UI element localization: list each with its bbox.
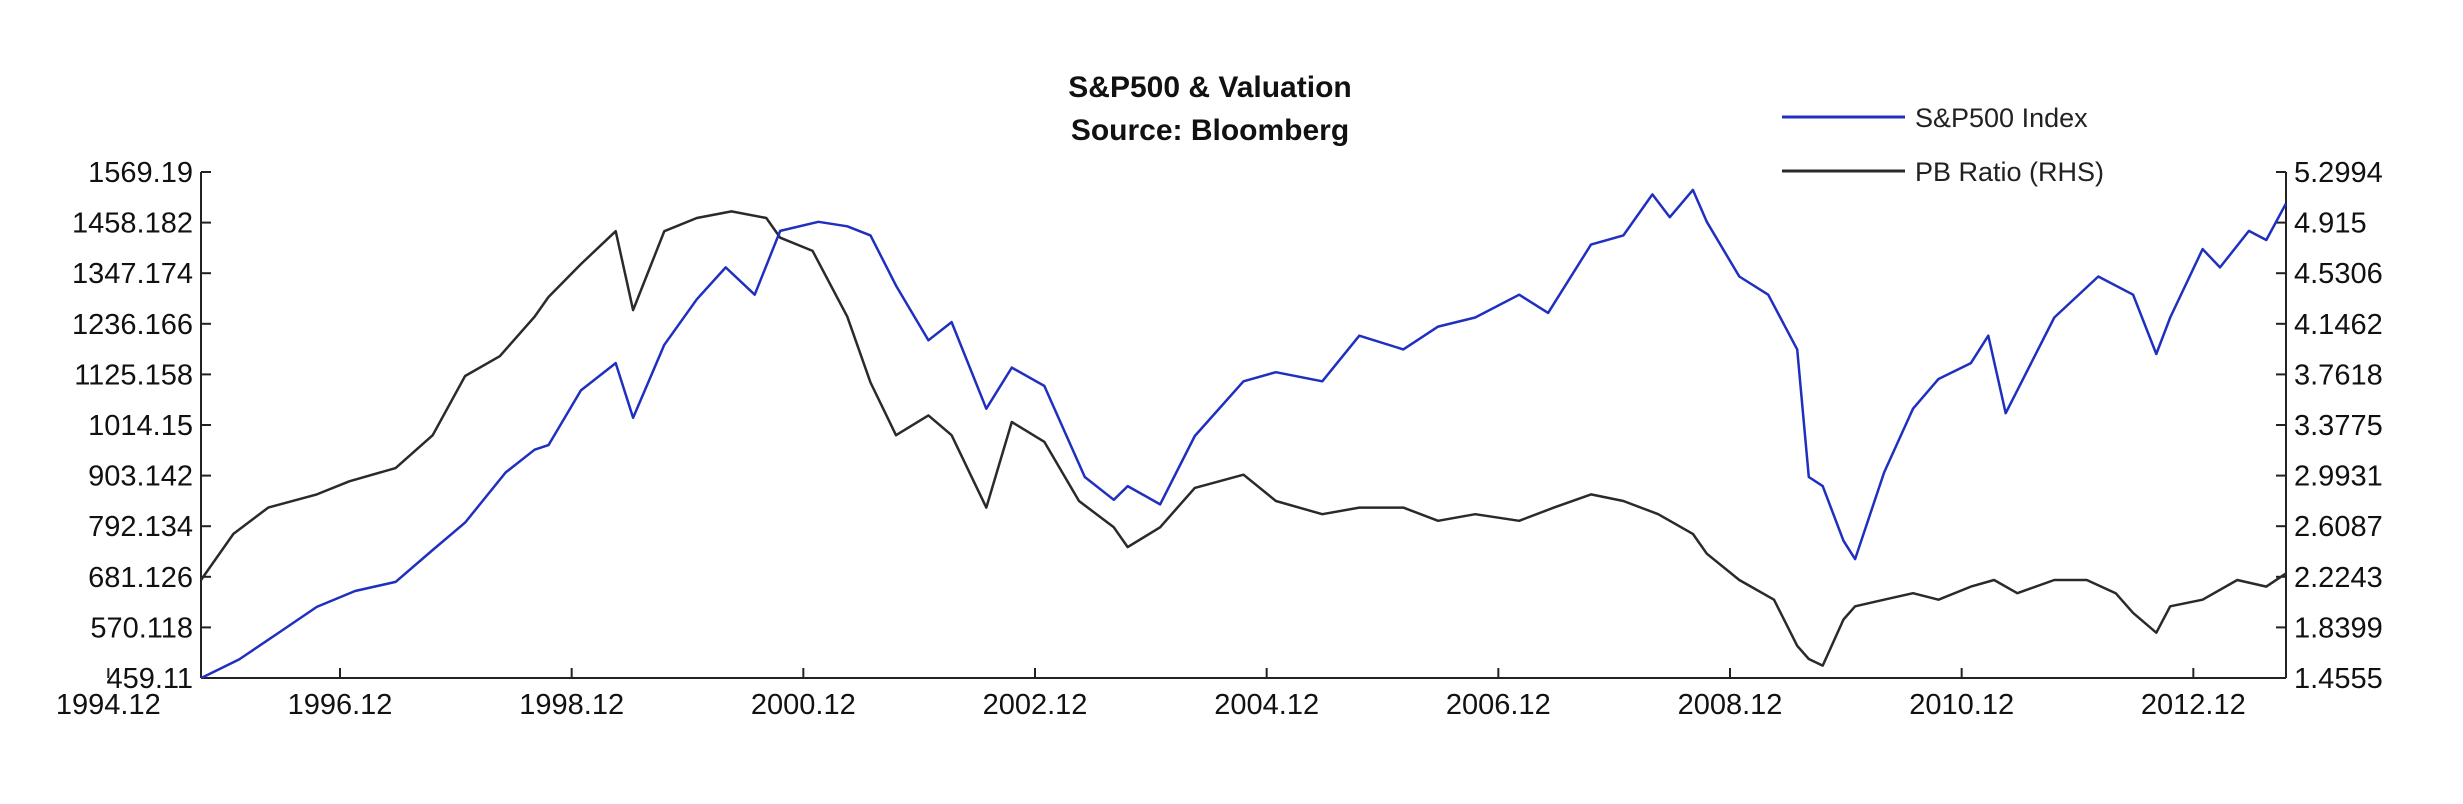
series-line-sp500 — [200, 188, 2288, 680]
left-y-tick-label: 1014.15 — [88, 410, 193, 442]
right-y-tick-label: 1.8399 — [2294, 612, 2383, 644]
right-y-tick-label: 2.6087 — [2294, 511, 2383, 543]
right-y-axis: 1.4555 1.8399 2.2243 2.6087 2.9931 3.3775 3.76… — [2276, 157, 2383, 695]
left-y-tick-label: 1125.158 — [74, 359, 193, 391]
x-tick-label: 1998.12 — [519, 689, 624, 721]
right-y-tick-label: 1.4555 — [2294, 663, 2383, 695]
right-y-tick-label: 3.7618 — [2294, 359, 2383, 391]
series-layer — [199, 188, 2288, 680]
legend-label-pb-ratio: PB Ratio (RHS) — [1915, 157, 2104, 187]
right-y-tick-label: 4.1462 — [2294, 309, 2383, 341]
x-tick-label: 2004.12 — [1214, 689, 1319, 721]
left-y-tick-label: 1236.166 — [72, 309, 193, 341]
series-line-pb-ratio — [199, 210, 2287, 667]
left-y-tick-label: 1569.19 — [88, 157, 193, 189]
x-tick-label: 2000.12 — [751, 689, 856, 721]
x-tick-label: 2006.12 — [1446, 689, 1551, 721]
right-y-tick-label: 2.2243 — [2294, 562, 2383, 594]
right-y-tick-label: 4.5306 — [2294, 258, 2383, 290]
right-y-tick-label: 3.3775 — [2294, 410, 2383, 442]
x-tick-label: 2008.12 — [1678, 689, 1783, 721]
left-y-tick-label: 681.126 — [88, 562, 193, 594]
legend-label-sp500: S&P500 Index — [1915, 103, 2088, 133]
left-y-tick-label: 1347.174 — [72, 258, 193, 290]
plot-area: 1994.12 1996.12 1998.12 2000.12 2002.12 2004.… — [56, 157, 2383, 721]
x-tick-label: 2010.12 — [1909, 689, 2014, 721]
left-y-axis: 459.11 570.118 681.126 792.134 903.142 1014.1… — [72, 157, 211, 695]
x-axis: 1994.12 1996.12 1998.12 2000.12 2002.12 2004.… — [56, 668, 2246, 721]
left-y-tick-label: 570.118 — [90, 612, 193, 644]
left-y-tick-label: 459.11 — [106, 663, 193, 695]
x-tick-label: 1996.12 — [288, 689, 393, 721]
left-y-tick-label: 792.134 — [88, 511, 193, 543]
chart-subtitle: Source: Bloomberg — [1071, 114, 1349, 147]
legend: S&P500 Index PB Ratio (RHS) — [1782, 103, 2104, 187]
chart-title: S&P500 & Valuation — [1068, 71, 1351, 104]
x-tick-label: 2012.12 — [2141, 689, 2246, 721]
x-tick-label: 2002.12 — [983, 689, 1088, 721]
left-y-tick-label: 903.142 — [88, 461, 193, 493]
x-tick-label: 1994.12 — [56, 689, 161, 721]
right-y-tick-label: 2.9931 — [2294, 461, 2383, 493]
right-y-tick-label: 5.2994 — [2294, 157, 2383, 189]
right-y-tick-label: 4.915 — [2294, 208, 2367, 240]
left-y-tick-label: 1458.182 — [72, 208, 193, 240]
